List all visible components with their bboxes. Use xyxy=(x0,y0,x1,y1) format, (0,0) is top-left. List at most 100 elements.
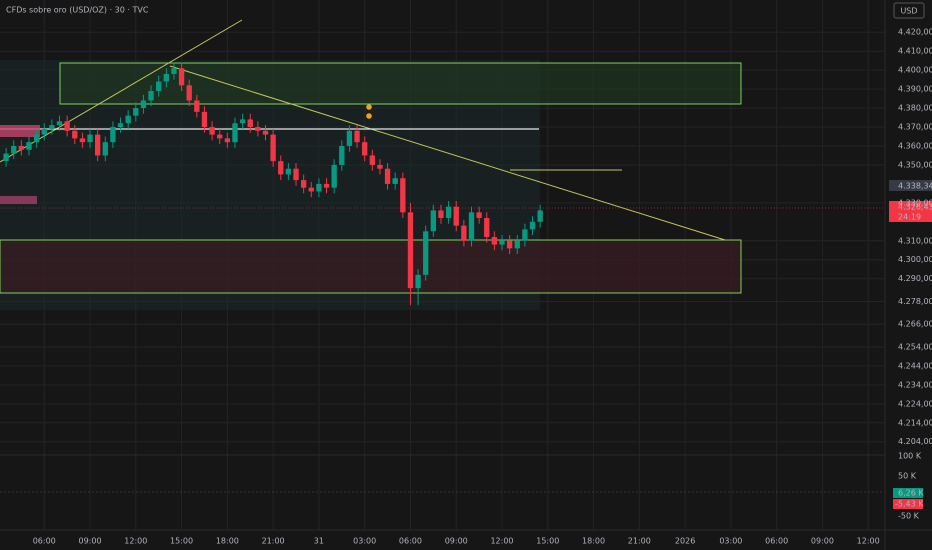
candle-body xyxy=(453,206,459,226)
x-tick-label: 12:00 xyxy=(857,537,880,546)
y-tick-label: 4.360,000 xyxy=(898,141,932,150)
candle-body xyxy=(56,121,63,126)
y-tick-label: 4.290,000 xyxy=(898,274,932,283)
candle-body xyxy=(117,123,124,128)
y-tick-label: 4.254,000 xyxy=(898,342,932,351)
volume-axis-label: 50 K xyxy=(898,472,917,481)
y-tick-label: 4.380,000 xyxy=(898,104,932,113)
currency: USD xyxy=(900,7,917,16)
signal-dot xyxy=(366,104,372,110)
candle-body xyxy=(171,68,177,74)
candle-body xyxy=(262,130,269,135)
candle-body xyxy=(186,85,192,101)
candle-body xyxy=(476,212,482,219)
x-tick-label: 06:00 xyxy=(765,537,788,546)
y-tick-label: 4.400,000 xyxy=(898,66,932,75)
candle-body xyxy=(415,274,421,289)
candle-body xyxy=(217,134,223,139)
trend-line-up xyxy=(0,19,243,163)
y-tick-label: 4.350,000 xyxy=(898,160,932,169)
candle-body xyxy=(537,210,543,222)
candle-body xyxy=(11,145,17,154)
candle-body xyxy=(362,142,368,156)
volume-down-text: -5,43 K xyxy=(895,500,924,509)
y-tick-label: 4.300,000 xyxy=(898,255,932,264)
volume-up-tag xyxy=(893,488,923,498)
supply-zone xyxy=(59,62,742,105)
candle-body xyxy=(87,134,93,143)
candle-body xyxy=(41,128,47,135)
candle-body xyxy=(148,91,154,101)
candle-body xyxy=(468,212,475,241)
candle-body xyxy=(94,134,101,156)
volume-up-text: 6,26 K xyxy=(898,489,924,498)
level-tag xyxy=(889,180,932,191)
candle-body xyxy=(33,134,40,143)
candle-body xyxy=(255,127,261,131)
candle-body xyxy=(178,68,185,86)
candle-body xyxy=(163,73,169,82)
candle-body xyxy=(285,168,292,175)
candle-body xyxy=(79,138,86,143)
x-tick-label: 12:00 xyxy=(490,537,513,546)
candle-body xyxy=(339,145,345,165)
candle-body xyxy=(209,127,215,135)
x-tick-label: 21:00 xyxy=(628,537,651,546)
candle-body xyxy=(72,130,78,139)
demand-zone xyxy=(0,239,742,294)
countdown: 24:19 xyxy=(898,213,921,222)
candle-body xyxy=(102,142,108,156)
x-tick-label: 06:00 xyxy=(399,537,422,546)
marker-box xyxy=(0,196,37,204)
candle-body xyxy=(224,138,231,143)
candle-body xyxy=(232,123,238,143)
candle-body xyxy=(308,187,314,192)
y-tick-label: 4.410,000 xyxy=(898,47,932,56)
volume-down-tag xyxy=(893,499,923,509)
candle-body xyxy=(49,125,55,129)
candle-body xyxy=(506,240,513,249)
candle-body xyxy=(194,100,200,112)
candle-body xyxy=(316,183,322,192)
candle-body xyxy=(384,168,391,184)
candle-body xyxy=(156,81,162,91)
candle-body xyxy=(354,130,360,143)
candle-body xyxy=(247,119,253,128)
y-tick-label: 4.244,000 xyxy=(898,361,932,370)
candle-body xyxy=(323,183,330,188)
candle-body xyxy=(522,229,528,241)
candle-body xyxy=(18,145,25,150)
candle-body xyxy=(369,155,375,165)
candle-body xyxy=(300,180,307,188)
x-tick-label: 09:00 xyxy=(811,537,834,546)
candle-body xyxy=(461,225,467,241)
chart-title: CFDs sobre oro (USD/OZ) · 30 · TVC xyxy=(6,6,149,15)
candle-body xyxy=(484,218,490,237)
candle-body xyxy=(438,210,444,219)
candle-body xyxy=(514,240,520,249)
candle-body xyxy=(293,168,299,181)
x-tick-label: 15:00 xyxy=(170,537,193,546)
volume-axis-label: -50 K xyxy=(898,512,920,521)
y-tick-label: 4.370,000 xyxy=(898,123,932,132)
candle-body xyxy=(346,130,353,146)
candle-body xyxy=(3,153,9,162)
candle-body xyxy=(400,178,406,213)
candle-body xyxy=(430,210,437,232)
price-tag xyxy=(889,201,932,222)
x-tick-label: 06:00 xyxy=(33,537,56,546)
candle-body xyxy=(270,134,276,162)
marker-box xyxy=(0,125,40,137)
x-tick-label: 09:00 xyxy=(78,537,101,546)
currency-box[interactable] xyxy=(893,2,925,19)
x-tick-label: 03:00 xyxy=(719,537,742,546)
x-tick-label: 18:00 xyxy=(582,537,605,546)
candle-body xyxy=(140,100,147,109)
candle-body xyxy=(407,212,414,289)
y-tick-label: 4.310,000 xyxy=(898,236,932,245)
y-tick-label: 4.204,000 xyxy=(898,437,932,446)
candle-body xyxy=(445,206,452,219)
x-tick-label: 21:00 xyxy=(262,537,285,546)
x-tick-label: 09:00 xyxy=(445,537,468,546)
